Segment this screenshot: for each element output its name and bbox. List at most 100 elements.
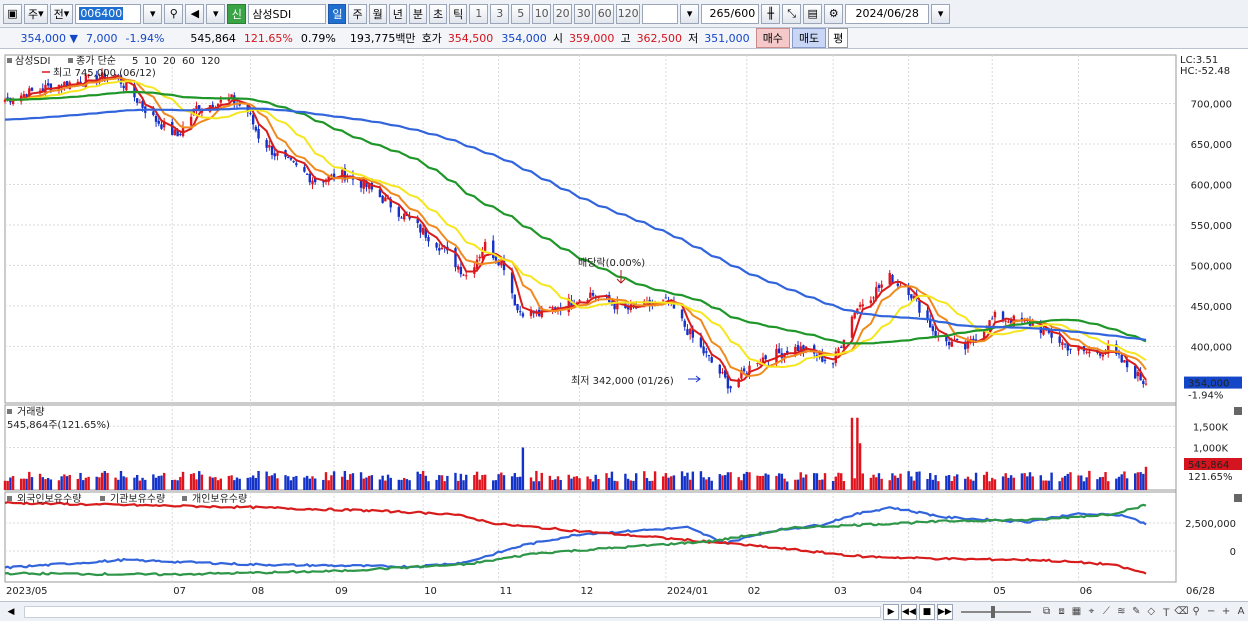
- chart-tools-icon[interactable]: ⤡: [782, 3, 802, 24]
- scroll-left-icon[interactable]: ◀: [7, 606, 15, 617]
- minute-option-20[interactable]: 20: [553, 3, 573, 24]
- candle: [796, 345, 800, 351]
- data-count-field[interactable]: 265/600: [701, 3, 760, 24]
- volume-bar: [804, 474, 808, 490]
- volume-bar: [1104, 472, 1107, 490]
- grid-icon[interactable]: ▦: [1071, 606, 1082, 617]
- x-tick-label: 02: [748, 586, 761, 597]
- speaker-dropdown-icon[interactable]: ▾: [206, 3, 226, 24]
- candle: [821, 351, 824, 362]
- candle: [340, 170, 344, 179]
- tab-period-minute[interactable]: 분: [408, 3, 427, 24]
- speaker-icon[interactable]: ◀: [185, 3, 205, 24]
- volume-bar: [1098, 477, 1102, 490]
- tab-period-week[interactable]: 주: [348, 3, 367, 24]
- new-badge: 신: [227, 3, 247, 24]
- stock-name-field[interactable]: 삼성SDI: [248, 3, 327, 24]
- tab-period-tick[interactable]: 틱: [449, 3, 468, 24]
- volume-bar: [629, 480, 632, 490]
- legend-ma-period: 60: [182, 56, 195, 67]
- tab-period-month[interactable]: 월: [368, 3, 387, 24]
- fibonacci-icon[interactable]: ≋: [1117, 606, 1126, 617]
- volume-bar: [726, 472, 730, 490]
- scroll-right-icon[interactable]: ▶: [883, 603, 899, 620]
- prev-button[interactable]: 전 ▾: [49, 3, 74, 24]
- tab-period-year[interactable]: 년: [388, 3, 407, 24]
- volume-bar: [721, 475, 724, 490]
- zoom-search-icon[interactable]: ⚲: [1192, 606, 1200, 617]
- volume-bar: [799, 472, 802, 490]
- eraser-icon[interactable]: ⌫: [1174, 606, 1189, 617]
- pencil-icon[interactable]: ✎: [1132, 606, 1141, 617]
- volume-bar: [19, 478, 23, 490]
- chart-canvas[interactable]: 2023/05 07 08 09 10 11 12 2024/01 02 03 04 05 06 06/2…: [0, 49, 1248, 602]
- minute-option-5[interactable]: 5: [511, 3, 531, 24]
- minute-option-120[interactable]: 120: [616, 3, 641, 24]
- fast-forward-icon[interactable]: ▶▶: [936, 603, 953, 620]
- candle: [454, 248, 457, 268]
- volume-bar: [246, 477, 249, 490]
- minute-option-3[interactable]: 3: [490, 3, 510, 24]
- minute-option-1[interactable]: 1: [469, 3, 489, 24]
- volume-bar: [699, 471, 703, 490]
- stop-icon[interactable]: ■: [918, 603, 935, 620]
- candle: [330, 174, 333, 176]
- volume-bar: [688, 479, 692, 490]
- minute-option-10[interactable]: 10: [532, 3, 552, 24]
- volume-bar: [1058, 481, 1061, 490]
- mode-select[interactable]: 주 ▾: [24, 3, 48, 24]
- shape-icon[interactable]: ◇: [1147, 606, 1156, 617]
- candle: [22, 94, 26, 97]
- date-field[interactable]: 2024/06/28: [845, 3, 930, 24]
- crosshair-icon[interactable]: ⌖: [1088, 606, 1095, 617]
- custom-period-input[interactable]: [642, 3, 679, 24]
- candle: [254, 126, 258, 131]
- tab-period-second[interactable]: 초: [428, 3, 448, 24]
- holding-legend-label: 개인보유수량: [192, 493, 247, 505]
- candle: [481, 251, 484, 259]
- candle: [972, 338, 975, 341]
- candle: [764, 355, 767, 360]
- custom-period-dropdown-icon[interactable]: ▾: [680, 3, 700, 24]
- candle: [1063, 343, 1067, 345]
- chart-area[interactable]: 2023/05 07 08 09 10 11 12 2024/01 02 03 04 05 06 06/2…: [0, 49, 1248, 602]
- zoom-slider-thumb[interactable]: [990, 605, 995, 618]
- zoom-in-icon[interactable]: +: [1221, 606, 1231, 617]
- volume-bar: [1136, 472, 1140, 490]
- minute-option-60[interactable]: 60: [595, 3, 615, 24]
- candle: [661, 299, 665, 301]
- volume-bar: [435, 479, 438, 490]
- volume-bar: [63, 474, 66, 490]
- buy-button[interactable]: 매수: [755, 28, 790, 48]
- save-icon[interactable]: ▤: [803, 3, 823, 24]
- candle: [400, 217, 403, 219]
- text-tool-icon[interactable]: Ｔ: [1161, 608, 1172, 619]
- candle: [1009, 319, 1013, 324]
- font-size-icon[interactable]: A: [1237, 606, 1245, 617]
- tab-period-day[interactable]: 일: [328, 3, 347, 24]
- calendar-dropdown-icon[interactable]: ▾: [931, 3, 951, 24]
- gear-icon[interactable]: ⚙: [824, 3, 844, 24]
- trend-line-icon[interactable]: ⟋: [1102, 606, 1110, 617]
- volume-y-tick-label: 1,500K: [1193, 422, 1229, 433]
- candle-type-icon[interactable]: ╫: [761, 3, 781, 24]
- candle: [872, 297, 875, 299]
- layout-icon[interactable]: ⧉: [1043, 606, 1051, 617]
- compare-icon[interactable]: ⧈: [1058, 606, 1065, 617]
- average-button[interactable]: 평: [828, 28, 849, 48]
- zoom-slider[interactable]: [960, 605, 1031, 618]
- minute-option-30[interactable]: 30: [574, 3, 594, 24]
- search-icon[interactable]: ⚲: [164, 3, 184, 24]
- sell-button[interactable]: 매도: [791, 28, 827, 48]
- volume-bar: [440, 475, 444, 490]
- holding-line-individual: [4, 503, 1147, 577]
- window-menu-icon[interactable]: ▣: [3, 3, 22, 24]
- zoom-out-icon[interactable]: −: [1206, 606, 1216, 617]
- horizontal-scrollbar[interactable]: [23, 605, 882, 618]
- volume-bar: [877, 473, 881, 490]
- stock-code-input[interactable]: 006400: [75, 3, 142, 24]
- candle: [724, 370, 727, 378]
- candle: [1061, 342, 1064, 346]
- code-dropdown-icon[interactable]: ▾: [143, 3, 163, 24]
- rewind-icon[interactable]: ◀◀: [901, 603, 917, 620]
